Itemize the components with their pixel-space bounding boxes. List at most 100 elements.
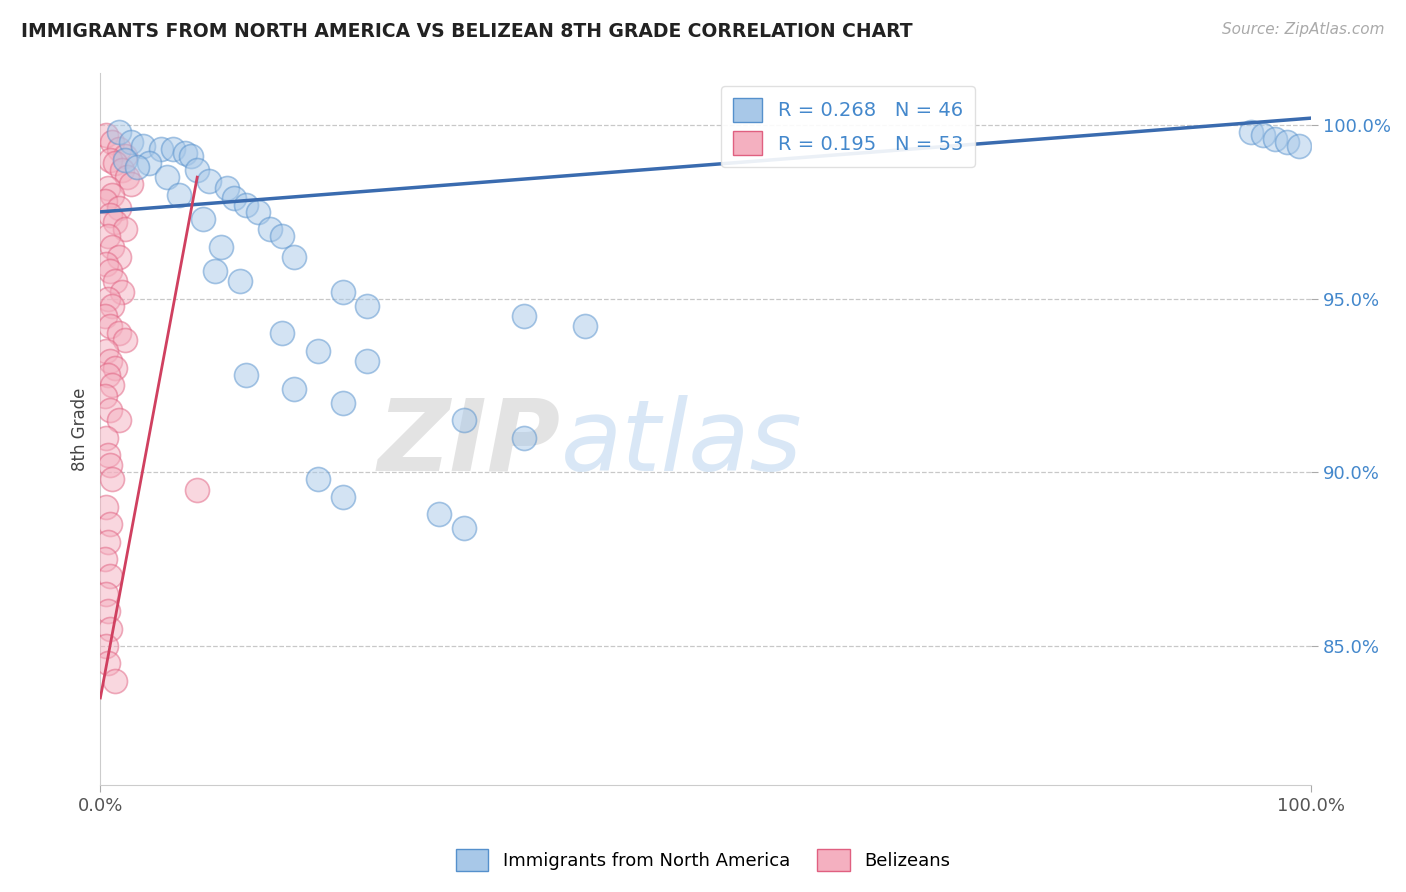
Point <box>97 229 120 244</box>
Point <box>96 431 118 445</box>
Point <box>156 170 179 185</box>
Point <box>246 205 269 219</box>
Point <box>271 229 294 244</box>
Text: atlas: atlas <box>561 394 801 491</box>
Legend: R = 0.268   N = 46, R = 0.195   N = 53: R = 0.268 N = 46, R = 0.195 N = 53 <box>721 87 974 167</box>
Point <box>259 222 281 236</box>
Point <box>101 472 124 486</box>
Point <box>574 319 596 334</box>
Point <box>356 299 378 313</box>
Point <box>98 319 121 334</box>
Point <box>307 343 329 358</box>
Point <box>204 264 226 278</box>
Point <box>96 639 118 653</box>
Point <box>96 257 118 271</box>
Point <box>271 326 294 341</box>
Point <box>97 604 120 618</box>
Point <box>174 145 197 160</box>
Point <box>98 622 121 636</box>
Point <box>98 517 121 532</box>
Point <box>98 354 121 368</box>
Point <box>97 292 120 306</box>
Point <box>97 368 120 382</box>
Point <box>125 160 148 174</box>
Point <box>104 215 127 229</box>
Point <box>96 343 118 358</box>
Legend: Immigrants from North America, Belizeans: Immigrants from North America, Belizeans <box>449 842 957 879</box>
Point <box>1240 125 1263 139</box>
Point <box>97 180 120 194</box>
Point <box>332 285 354 299</box>
Point <box>96 587 118 601</box>
Point <box>453 413 475 427</box>
Point <box>97 657 120 671</box>
Point <box>209 239 232 253</box>
Point <box>180 149 202 163</box>
Text: IMMIGRANTS FROM NORTH AMERICA VS BELIZEAN 8TH GRADE CORRELATION CHART: IMMIGRANTS FROM NORTH AMERICA VS BELIZEA… <box>21 22 912 41</box>
Point <box>114 222 136 236</box>
Point <box>132 139 155 153</box>
Point <box>101 239 124 253</box>
Point <box>1264 132 1286 146</box>
Point <box>107 125 129 139</box>
Point <box>98 569 121 583</box>
Point <box>101 187 124 202</box>
Point <box>513 431 536 445</box>
Point <box>307 472 329 486</box>
Point <box>1251 128 1274 143</box>
Point <box>111 163 134 178</box>
Point <box>138 156 160 170</box>
Point <box>101 299 124 313</box>
Point <box>513 309 536 323</box>
Point <box>104 361 127 376</box>
Point <box>114 334 136 348</box>
Point <box>97 534 120 549</box>
Point <box>235 368 257 382</box>
Point <box>107 413 129 427</box>
Point <box>186 163 208 178</box>
Point <box>283 382 305 396</box>
Point <box>111 285 134 299</box>
Point <box>98 208 121 222</box>
Point <box>356 354 378 368</box>
Point <box>104 673 127 688</box>
Point <box>453 521 475 535</box>
Point <box>332 396 354 410</box>
Point <box>96 500 118 514</box>
Point <box>429 507 451 521</box>
Point <box>193 211 215 226</box>
Point <box>228 274 250 288</box>
Point <box>198 173 221 187</box>
Text: Source: ZipAtlas.com: Source: ZipAtlas.com <box>1222 22 1385 37</box>
Point <box>94 194 117 209</box>
Point <box>94 309 117 323</box>
Point <box>104 274 127 288</box>
Point <box>120 177 142 191</box>
Point <box>222 191 245 205</box>
Point <box>115 170 138 185</box>
Point <box>107 142 129 156</box>
Point <box>1275 136 1298 150</box>
Point <box>114 153 136 167</box>
Point <box>101 378 124 392</box>
Point <box>114 149 136 163</box>
Point <box>94 552 117 566</box>
Point <box>1288 139 1310 153</box>
Point <box>96 128 118 143</box>
Point <box>332 490 354 504</box>
Point <box>235 198 257 212</box>
Point <box>162 142 184 156</box>
Point <box>97 448 120 462</box>
Point <box>217 180 239 194</box>
Point <box>104 156 127 170</box>
Point <box>107 250 129 264</box>
Point <box>283 250 305 264</box>
Point <box>186 483 208 497</box>
Point <box>98 264 121 278</box>
Point <box>107 202 129 216</box>
Point <box>98 402 121 417</box>
Point <box>167 187 190 202</box>
Y-axis label: 8th Grade: 8th Grade <box>72 387 89 471</box>
Point <box>149 142 172 156</box>
Point <box>120 136 142 150</box>
